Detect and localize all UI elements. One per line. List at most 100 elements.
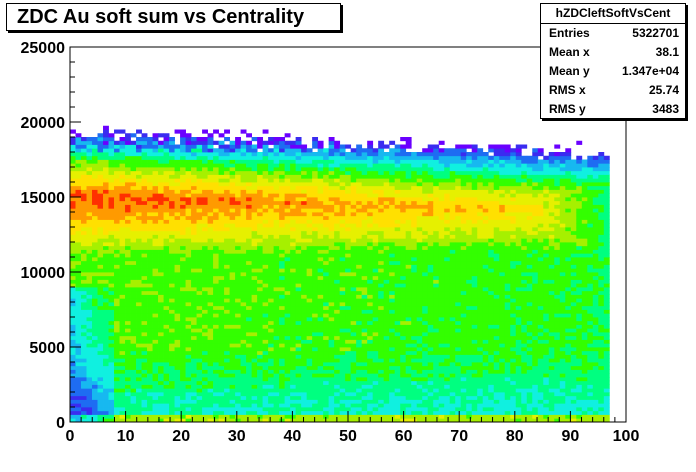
heatmap-cell [367,287,374,292]
heatmap-cell [240,197,247,202]
heatmap-cell [235,343,241,348]
heatmap-cell [246,197,252,202]
heatmap-cell [284,339,291,344]
heatmap-cell [400,137,407,142]
heatmap-cell [405,197,412,202]
heatmap-cell [268,167,275,172]
heatmap-cell [306,305,313,310]
heatmap-cell [306,358,313,363]
heatmap-cell [295,264,302,269]
heatmap-cell [136,129,142,134]
heatmap-cell [191,298,197,303]
heatmap-cell [433,410,440,415]
heatmap-cell [196,189,203,194]
heatmap-cell [130,260,137,265]
heatmap-cell [378,264,385,269]
heatmap-cell [218,365,225,370]
heatmap-cell [383,358,390,363]
heatmap-cell [141,257,148,262]
heatmap-cell [169,152,175,157]
heatmap-cell [383,317,390,322]
heatmap-cell [405,272,412,277]
heatmap-cell [207,140,214,145]
heatmap-cell [125,249,131,254]
heatmap-cell [350,317,357,322]
heatmap-cell [273,377,280,382]
heatmap-cell [75,170,82,175]
heatmap-cell [361,328,368,333]
heatmap-cell [416,403,423,408]
heatmap-cell [306,253,313,258]
heatmap-cell [240,257,247,262]
heatmap-cell [97,290,104,295]
heatmap-cell [224,208,230,213]
heatmap-cell [378,159,385,164]
heatmap-cell [290,305,297,310]
heatmap-cell [125,178,131,183]
heatmap-cell [372,414,379,419]
heatmap-cell [389,332,396,337]
heatmap-cell [119,197,126,202]
heatmap-cell [191,185,197,190]
heatmap-cell [235,354,241,359]
heatmap-cell [97,249,104,254]
heatmap-cell [185,328,192,333]
heatmap-cell [169,358,175,363]
heatmap-cell [312,279,319,284]
heatmap-cell [235,215,241,220]
heatmap-cell [130,343,137,348]
heatmap-cell [251,283,258,288]
heatmap-cell [246,234,252,239]
heatmap-cell [394,377,401,382]
heatmap-cell [86,260,93,265]
heatmap-cell [108,362,115,367]
heatmap-cell [378,309,385,314]
heatmap-cell [394,159,401,164]
heatmap-cell [147,140,153,145]
heatmap-cell [394,185,401,190]
heatmap-cell [422,268,429,273]
heatmap-cell [323,208,330,213]
heatmap-cell [213,245,219,250]
heatmap-cell [268,294,275,299]
heatmap-cell [273,410,280,415]
heatmap-cell [207,159,214,164]
heatmap-cell [273,309,280,314]
heatmap-cell [114,260,120,265]
heatmap-cell [240,260,247,265]
heatmap-cell [174,245,181,250]
heatmap-cell [207,369,214,374]
heatmap-cell [433,384,440,389]
heatmap-cell [207,309,214,314]
heatmap-cell [317,234,324,239]
heatmap-cell [295,313,302,318]
heatmap-cell [229,155,236,160]
heatmap-cell [229,335,236,340]
heatmap-cell [125,197,131,202]
heatmap-cell [279,343,286,348]
heatmap-cell [174,170,181,175]
heatmap-cell [196,377,203,382]
heatmap-cell [334,163,341,168]
heatmap-cell [356,245,363,250]
heatmap-cell [191,309,197,314]
heatmap-cell [383,215,390,220]
heatmap-cell [125,133,131,138]
heatmap-cell [262,298,269,303]
heatmap-cell [273,182,280,187]
heatmap-cell [389,294,396,299]
heatmap-cell [251,362,258,367]
heatmap-cell [400,260,407,265]
heatmap-cell [136,178,142,183]
heatmap-cell [191,283,197,288]
heatmap-cell [350,234,357,239]
heatmap-cell [213,287,219,292]
heatmap-cell [378,268,385,273]
heatmap-cell [394,200,401,205]
heatmap-cell [119,223,126,228]
heatmap-cell [224,144,230,149]
heatmap-cell [378,152,385,157]
heatmap-cell [306,215,313,220]
heatmap-cell [141,347,148,352]
heatmap-cell [268,377,275,382]
